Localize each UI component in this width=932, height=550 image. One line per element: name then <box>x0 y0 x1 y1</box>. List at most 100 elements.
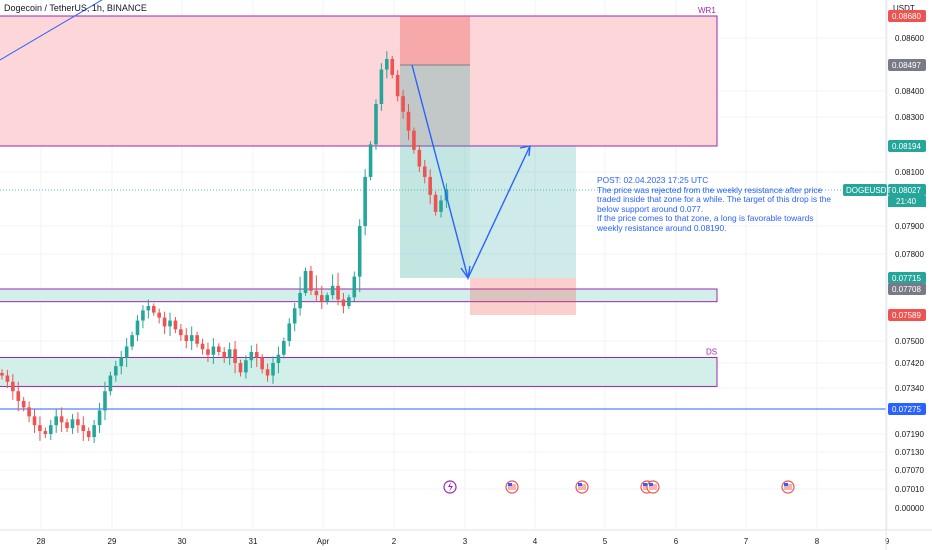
currency-label: USDT <box>893 4 915 13</box>
price-tag-label: 0.08027 <box>892 186 921 195</box>
trend-line <box>0 0 103 61</box>
candle-body <box>48 425 53 434</box>
candle-body <box>217 346 221 352</box>
price-tag <box>888 59 926 71</box>
arrow-head-up <box>519 145 531 157</box>
candle-body <box>189 335 194 341</box>
candle-body <box>108 375 113 392</box>
candle-body <box>157 312 161 318</box>
candle-body <box>173 320 178 330</box>
candle-body <box>276 354 281 363</box>
candle-body <box>352 276 357 298</box>
weekly-resistance-zone <box>0 15 718 147</box>
flag-canton <box>578 483 582 486</box>
candle-body <box>222 352 227 358</box>
price-tick-label: 0.07420 <box>895 359 924 368</box>
candle-body <box>249 352 254 361</box>
candle-body <box>347 297 351 307</box>
price-tag-label: 0.07275 <box>892 405 921 414</box>
candle-body <box>271 363 275 376</box>
candle-body <box>325 295 329 302</box>
price-tick-label: 0.08400 <box>895 87 924 96</box>
price-tag-label: 0.08194 <box>892 142 921 151</box>
flag-canton <box>508 483 512 486</box>
price-tag-label: 0.07589 <box>892 311 921 320</box>
economic-events[interactable] <box>443 480 795 494</box>
price-tag <box>888 184 926 196</box>
candle-body <box>76 419 80 426</box>
price-tick-label: 0.07130 <box>895 448 924 457</box>
price-tick-label: 0.07340 <box>895 384 924 393</box>
candle-body <box>238 363 243 373</box>
candle-body <box>81 425 86 432</box>
time-tick-label: 28 <box>37 537 46 546</box>
flag-canton <box>784 483 788 486</box>
lightning-icon[interactable] <box>443 480 457 494</box>
candle-body <box>124 346 129 358</box>
candle-body <box>59 416 64 423</box>
candle-body <box>141 310 145 321</box>
price-tick-label: 0.07800 <box>895 250 924 259</box>
candle-body <box>265 369 270 376</box>
candle-body <box>146 306 151 311</box>
price-tick-label: 0.08300 <box>895 113 924 122</box>
candle-body <box>92 425 96 437</box>
candle-body <box>260 357 264 370</box>
candle-body <box>368 144 373 177</box>
candle-body <box>114 366 118 376</box>
price-tag <box>888 283 926 295</box>
candle-body <box>374 104 378 145</box>
time-tick-label: 31 <box>249 537 258 546</box>
candle-body <box>130 335 134 347</box>
flag-canton <box>643 483 647 486</box>
candle-body <box>406 111 411 131</box>
countdown-tag <box>888 196 926 207</box>
long-target-area <box>470 146 576 278</box>
candles <box>0 51 449 443</box>
candle-body <box>390 58 395 75</box>
candle-body <box>70 419 75 429</box>
candle-body <box>0 373 4 376</box>
candle-body <box>303 270 308 293</box>
time-tick-label: 9 <box>885 537 890 546</box>
candle-body <box>395 74 400 97</box>
candle-body <box>439 200 443 212</box>
weekly-resistance-label: WR1 <box>698 6 716 15</box>
candle-body <box>254 352 259 358</box>
candle-body <box>38 425 42 432</box>
candle-body <box>97 410 102 426</box>
time-tick-label: Apr <box>317 537 330 546</box>
price-zones: WR1 DS <box>0 0 886 410</box>
time-axis[interactable]: 28 29 30 31 Apr 2 3 4 5 6 7 8 9 <box>0 529 932 546</box>
time-tick-label: 4 <box>533 537 538 546</box>
price-tick-label: 0.07010 <box>895 485 924 494</box>
flag-canton <box>649 483 653 486</box>
time-tick-label: 8 <box>815 537 820 546</box>
us-flag-icon[interactable] <box>575 480 589 494</box>
price-tick-label: 0.07900 <box>895 222 924 231</box>
us-flag-icon[interactable] <box>505 480 519 494</box>
support-lower-zone <box>0 357 718 387</box>
candle-body <box>357 226 362 277</box>
price-tick-label: 0.08100 <box>895 168 924 177</box>
long-stop-area <box>470 278 576 315</box>
price-tag <box>888 309 926 321</box>
candle-body <box>27 407 31 417</box>
time-tick-label: 29 <box>108 537 117 546</box>
candle-body <box>65 422 69 429</box>
time-tick-label: 6 <box>674 537 679 546</box>
price-tick-label: 0.07190 <box>895 430 924 439</box>
price-tag-label: 0.07708 <box>892 285 921 294</box>
price-tick-label: 0.07500 <box>895 337 924 346</box>
candle-body <box>103 391 107 411</box>
candle-body <box>428 176 432 195</box>
candle-body <box>135 320 140 336</box>
time-tick-label: 3 <box>463 537 468 546</box>
price-axis[interactable]: USDT 0.08600 0.08400 0.08300 0.08100 0.07900 0… <box>843 0 926 550</box>
candle-body <box>179 329 183 336</box>
candle-body <box>16 391 21 401</box>
us-flag-icon[interactable] <box>646 480 660 494</box>
us-flag-icon[interactable] <box>781 480 795 494</box>
candle-body <box>244 360 248 373</box>
